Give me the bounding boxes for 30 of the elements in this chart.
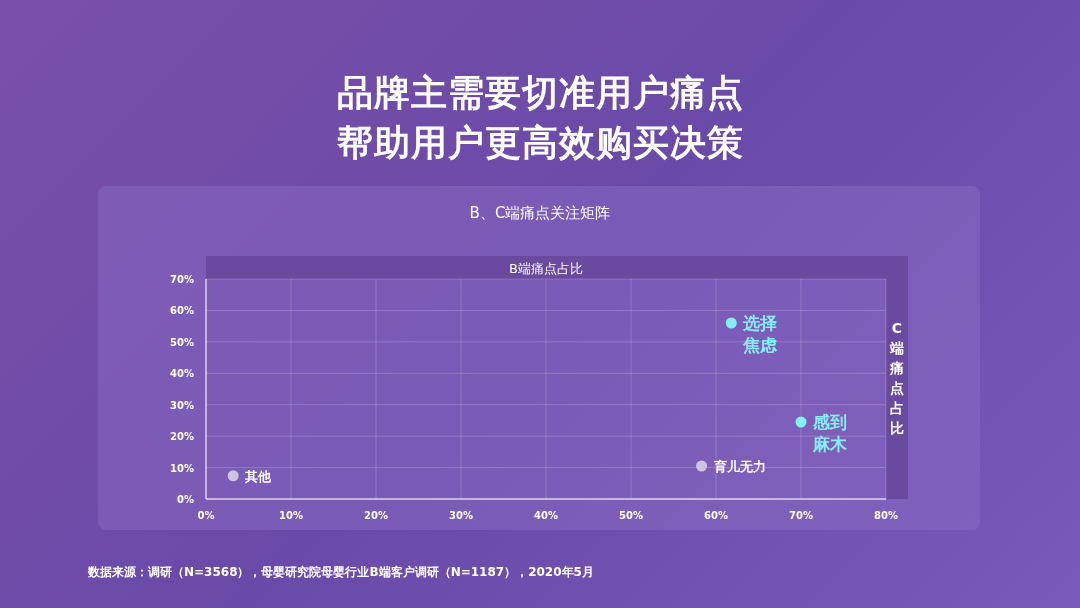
chart-subtitle: B、C端痛点关注矩阵 [469, 204, 611, 222]
annotation: 育儿无力 [712, 459, 766, 474]
y-tick-label: 60% [170, 305, 194, 317]
x-axis-title: B端痛点占比 [509, 261, 583, 276]
x-tick-label: 30% [449, 510, 473, 521]
x-tick-label: 70% [789, 510, 813, 521]
y-tick-label: 20% [170, 431, 194, 443]
point [227, 470, 239, 482]
x-tick-label: 80% [874, 510, 898, 521]
point [795, 416, 807, 428]
y-tick-label: 30% [170, 399, 194, 411]
annotation: 选择焦虑 [742, 313, 779, 355]
y-tick-label: 40% [170, 368, 194, 380]
point [725, 317, 737, 329]
chart-title: 品牌主需要切准用户痛点帮助用户更高效购买决策 [335, 71, 745, 165]
x-tick-label: 10% [279, 510, 303, 521]
y-tick-label: 70% [170, 274, 194, 285]
point [696, 460, 708, 472]
annotation: 其他 [244, 468, 273, 484]
annotation: 感到麻木 [812, 412, 848, 454]
source-note: 数据来源：调研（N=3568），母婴研究院母婴行业B端客户调研（N=1187），2020年5月 [88, 564, 594, 581]
y-tick-label: 10% [170, 462, 194, 474]
x-tick-label: 60% [704, 510, 728, 521]
y-tick-label: 0% [177, 494, 194, 505]
x-tick-label: 50% [619, 510, 643, 521]
x-tick-label: 0% [197, 510, 215, 521]
y-tick-label: 50% [170, 336, 194, 348]
x-tick-label: 40% [534, 510, 558, 521]
x-tick-label: 20% [364, 510, 388, 521]
y-axis-title: C端痛点占比 [889, 320, 904, 436]
